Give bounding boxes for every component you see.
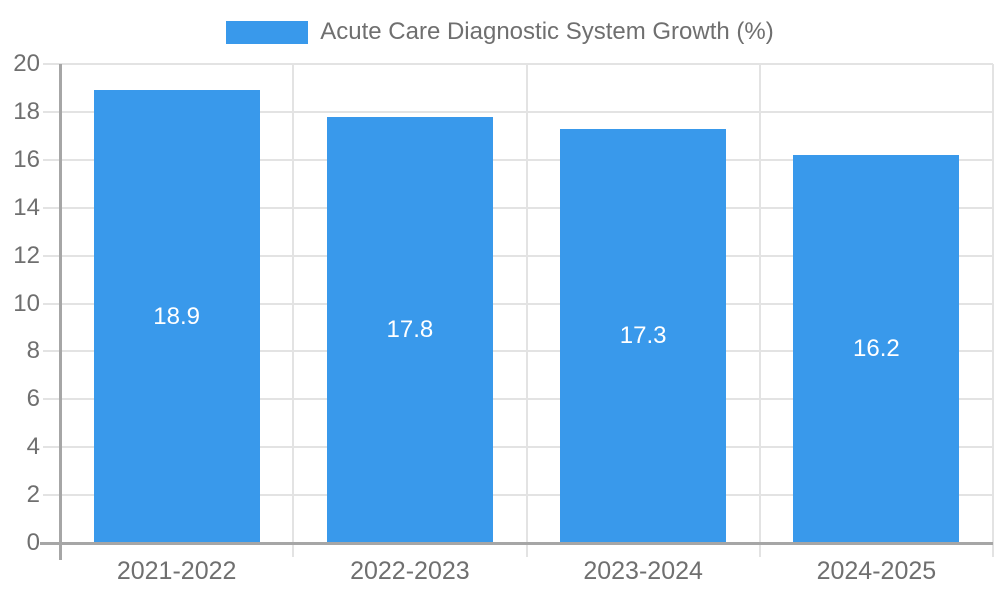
bar[interactable]: 17.3 [560, 128, 727, 543]
y-tick-label: 8 [26, 337, 40, 365]
y-tick-label: 0 [26, 529, 40, 556]
legend-label: Acute Care Diagnostic System Growth (%) [320, 18, 774, 45]
y-tick-label: 2 [26, 481, 40, 509]
x-tick-label: 2024-2025 [816, 557, 937, 585]
legend[interactable]: Acute Care Diagnostic System Growth (%) [0, 18, 1000, 46]
y-tick-label: 6 [26, 385, 40, 413]
gridline-v [758, 64, 761, 557]
gridline-h [43, 494, 993, 497]
y-axis-line [58, 64, 62, 560]
bar[interactable]: 18.9 [93, 90, 260, 543]
y-tick-label: 18 [13, 97, 40, 125]
y-tick-label: 20 [13, 50, 40, 77]
x-axis-line [40, 541, 993, 545]
gridline-v [292, 64, 295, 557]
gridline-h [43, 398, 993, 401]
x-tick-label: 2021-2022 [116, 557, 237, 585]
bar[interactable]: 17.8 [326, 116, 493, 543]
gridline-h [43, 206, 993, 209]
gridline-v [992, 64, 994, 557]
legend-swatch [226, 20, 309, 44]
gridline-h [43, 158, 993, 161]
gridline-h [43, 254, 993, 257]
gridline-h [43, 63, 993, 65]
x-tick-label: 2023-2024 [583, 557, 703, 585]
y-tick-label: 10 [13, 289, 40, 317]
x-tick-label: 2022-2023 [350, 557, 470, 585]
y-tick-label: 4 [26, 433, 40, 461]
bar-value-label: 16.2 [853, 334, 900, 362]
bar-value-label: 18.9 [153, 302, 200, 330]
gridline-h [43, 350, 993, 353]
y-tick-label: 16 [13, 145, 40, 173]
y-tick-label: 14 [13, 193, 40, 221]
gridline-h [43, 110, 993, 113]
gridline-v [525, 64, 528, 557]
gridline-h [43, 446, 993, 449]
bar-value-label: 17.3 [619, 321, 667, 349]
bar[interactable]: 16.2 [793, 155, 960, 543]
y-tick-label: 12 [13, 241, 40, 269]
bar-value-label: 17.8 [386, 315, 434, 343]
gridline-h [43, 302, 993, 305]
